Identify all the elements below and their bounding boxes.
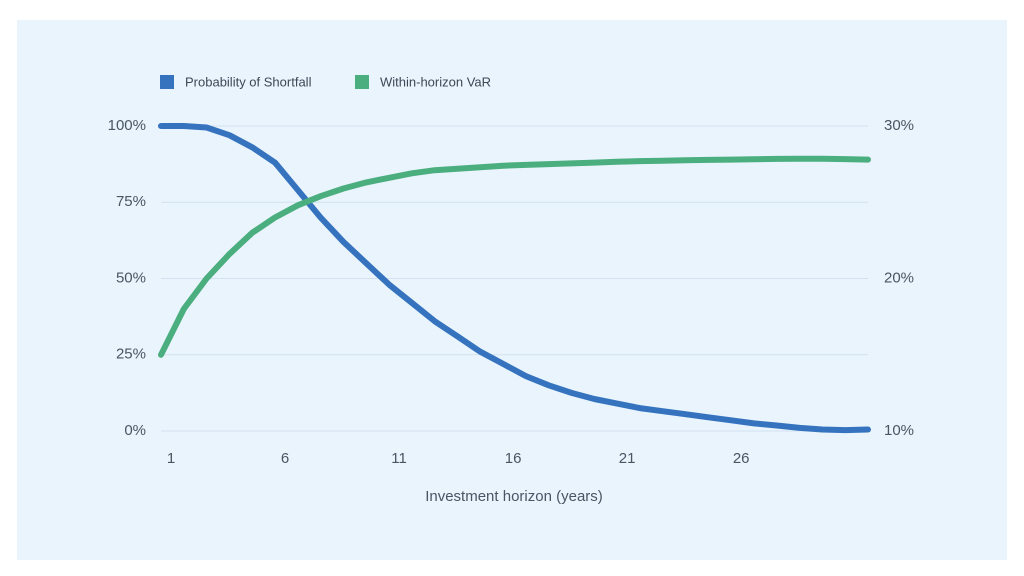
series-line bbox=[158, 123, 871, 434]
series-line bbox=[158, 155, 871, 358]
y-tick-label: 0% bbox=[124, 422, 146, 439]
y-tick-label: 25% bbox=[116, 346, 146, 363]
legend-swatch bbox=[355, 75, 369, 89]
y2-tick-label: 30% bbox=[884, 117, 914, 134]
legend-swatch bbox=[160, 75, 174, 89]
y-tick-label: 75% bbox=[116, 193, 146, 210]
x-tick-label: 6 bbox=[281, 450, 289, 467]
x-tick-label: 11 bbox=[391, 450, 407, 467]
x-tick-label: 1 bbox=[167, 450, 175, 467]
x-tick-label: 21 bbox=[619, 450, 636, 467]
y2-tick-label: 20% bbox=[884, 269, 914, 286]
legend-label: Within-horizon VaR bbox=[380, 74, 491, 89]
x-tick-label: 26 bbox=[733, 450, 750, 467]
x-axis-title: Investment horizon (years) bbox=[425, 488, 603, 505]
y2-tick-label: 10% bbox=[884, 422, 914, 439]
y-tick-label: 50% bbox=[116, 269, 146, 286]
y-tick-label: 100% bbox=[108, 117, 146, 134]
chart-panel bbox=[17, 20, 1007, 560]
x-tick-label: 16 bbox=[505, 450, 522, 467]
legend-label: Probability of Shortfall bbox=[185, 74, 312, 89]
